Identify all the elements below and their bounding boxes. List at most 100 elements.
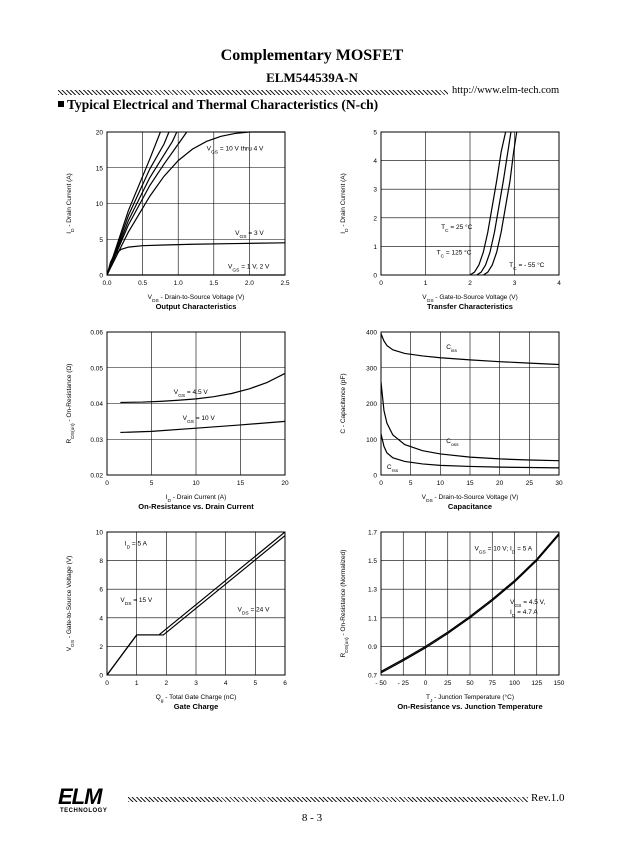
series-line-7 [107,131,161,276]
plot-frame [106,531,286,676]
x-tick-label: 25 [444,680,452,687]
y-tick-label: 0.06 [90,330,103,337]
series-line-2 [381,533,559,672]
x-axis-label: VDS - Drain-to-Source Voltage (V) [148,294,245,304]
y-tick-label: 0 [99,273,103,280]
x-tick-label: 3 [194,680,198,687]
y-tick-label: 2 [373,215,377,222]
x-tick-label: 4 [224,680,228,687]
x-tick-label: 25 [526,480,534,487]
chart-transfer-characteristics: 0 1 2 3 4 0 1 2 3 4 5 TC = 25 °C TC = 125 °C TC = - 5… [340,130,561,312]
chart-title: On-Resistance vs. Junction Temperature [397,702,542,711]
x-tick-label: 1 [424,280,428,287]
y-tick-label: 4 [373,158,377,165]
y-axis-label: C - Capacitance (pF) [340,373,347,433]
series-line-6 [107,131,170,276]
document-title: Complementary MOSFET [220,47,404,64]
x-tick-label: 30 [555,480,563,487]
annotation-label: TC = 125 °C [437,248,472,259]
x-axis-label: TJ - Junction Temperature (°C) [426,693,514,704]
y-tick-label: 300 [366,365,377,372]
y-axis-label: RDS(on) - On-Resistance (Normalized) [340,550,350,658]
y-tick-label: 1.3 [368,587,377,594]
x-tick-label: 50 [466,680,474,687]
annotation-label: TC = - 55 °C [509,261,545,272]
annotation-label: VGS = 10 V thru 4 V [207,146,264,156]
x-tick-label: 6 [283,680,287,687]
annotation-label: VGS = 10 V; ID = 5 A [474,546,532,556]
y-tick-label: 0 [373,473,377,480]
plot-frame [106,331,286,476]
y-tick-label: 10 [96,530,104,537]
x-tick-label: - 50 [375,680,387,687]
y-tick-label: 200 [366,401,377,408]
series-line-1 [381,333,559,366]
y-tick-label: 0.7 [368,673,377,680]
series-line-3 [107,131,285,276]
series-line-2 [476,131,512,276]
x-tick-label: 0 [379,480,383,487]
x-tick-label: 0 [424,680,428,687]
x-tick-label: 15 [237,480,245,487]
y-tick-label: 0.9 [368,644,377,651]
series-line-3 [483,131,518,276]
y-tick-label: 400 [366,330,377,337]
chart-title: Gate Charge [174,702,219,711]
x-tick-label: 0 [105,480,109,487]
annotation-label: VGS = 10 V [183,415,216,425]
y-tick-label: 4 [99,615,103,622]
x-tick-label: 1.0 [174,280,183,287]
x-tick-label: 1 [135,680,139,687]
x-tick-label: 10 [192,480,200,487]
elm-logo: ELM TECHNOLOGY [58,784,130,818]
chart-on-resistance-vs-drain-current: 0 5 10 15 20 0.02 0.03 0.04 0.05 0.06 VGS = 4.5 V V… [66,330,289,512]
x-tick-label: 2.5 [280,280,289,287]
annotation-label: VGS = 1 V, 2 V [228,264,270,274]
series-line-3 [381,433,559,469]
y-tick-label: 3 [373,187,377,194]
footer-rule [128,797,528,802]
chart-title: Transfer Characteristics [427,302,513,311]
plot-frame [380,331,560,476]
header-rule [58,90,448,95]
annotation-label: ID = 4.7 A [510,609,538,619]
chart-gate-charge: 0 1 2 3 4 5 6 0 2 4 6 8 10 ID = 5 A VDS = 15 V VDS = 24… [66,530,287,712]
series-line-2 [381,381,559,462]
x-tick-label: 150 [554,680,565,687]
y-tick-label: 0 [373,273,377,280]
annotation-label: ID = 5 A [125,541,148,551]
chart-on-resistance-vs-junction-temperature: - 50 - 25 0 25 50 75 100 125 150 0.7 0.9 1.1 1.3 1.5 1… [340,530,565,712]
series-line-5 [107,131,178,276]
x-tick-label: 100 [509,680,520,687]
x-axis-label: Qg - Total Gate Charge (nC) [156,694,237,704]
x-tick-label: - 25 [398,680,410,687]
x-tick-label: 0 [105,680,109,687]
website-url[interactable]: http://www.elm-tech.com [452,85,560,96]
y-axis-label: ID - Drain Current (A) [66,173,76,234]
y-tick-label: 1.5 [368,558,377,565]
y-tick-label: 0 [99,673,103,680]
x-tick-label: 5 [409,480,413,487]
chart-title: On-Resistance vs. Drain Current [138,502,254,511]
x-axis-label: ID - Drain Current (A) [166,494,227,504]
x-tick-label: 5 [150,480,154,487]
x-tick-label: 75 [489,680,497,687]
svg-text:ELM: ELM [58,785,103,809]
y-tick-label: 10 [96,201,104,208]
chart-output-characteristics: 0.0 0.5 1.0 1.5 2.0 2.5 0 5 10 15 20 VGS = 10 V thr… [66,130,290,312]
x-tick-label: 2.0 [245,280,254,287]
series-line-2 [120,420,285,434]
y-tick-label: 5 [99,237,103,244]
y-tick-label: 0.05 [90,365,103,372]
x-tick-label: 10 [437,480,445,487]
x-tick-label: 1.5 [209,280,218,287]
annotation-label: VGS = 3 V [235,230,264,240]
y-tick-label: 2 [99,644,103,651]
x-tick-label: 2 [468,280,472,287]
section-title: Typical Electrical and Thermal Character… [58,97,378,113]
svg-text:TECHNOLOGY: TECHNOLOGY [60,808,107,813]
y-tick-label: 1 [373,244,377,251]
annotation-label: Crss [387,464,399,474]
y-axis-label: ID - Drain Current (A) [340,173,350,234]
series-line-1 [469,131,507,276]
